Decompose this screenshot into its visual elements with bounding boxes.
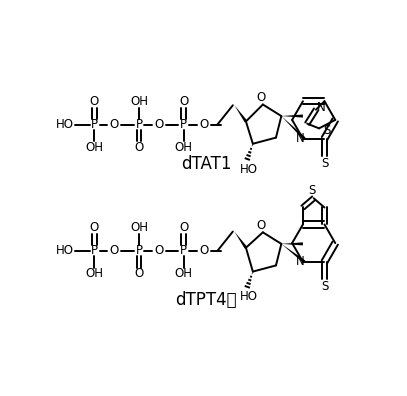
Text: OH: OH [130,221,148,234]
Text: OH: OH [130,95,148,108]
Text: O: O [109,118,119,131]
Polygon shape [281,244,305,263]
Text: HO: HO [240,291,258,303]
Text: OH: OH [175,141,193,154]
Text: P: P [91,118,98,131]
Text: O: O [134,141,144,154]
Text: O: O [199,244,208,257]
Text: S: S [309,184,316,197]
Text: S: S [321,157,328,170]
Text: dTPT4。: dTPT4。 [175,291,237,309]
Polygon shape [234,232,247,249]
Text: O: O [154,118,164,131]
Text: S: S [323,124,330,137]
Text: O: O [257,219,266,232]
Text: O: O [90,221,99,234]
Polygon shape [234,105,247,122]
Text: O: O [154,244,164,257]
Polygon shape [281,116,306,140]
Text: N: N [317,101,326,114]
Text: HO: HO [55,118,73,131]
Text: O: O [257,91,266,104]
Text: OH: OH [85,141,103,154]
Text: P: P [180,244,187,257]
Text: OH: OH [85,267,103,280]
Text: P: P [180,118,187,131]
Text: S: S [321,280,328,293]
Text: dTAT1: dTAT1 [181,155,231,173]
Text: P: P [91,244,98,257]
Text: P: P [136,244,142,257]
Text: O: O [179,95,188,108]
Polygon shape [281,114,303,118]
Text: HO: HO [55,244,73,257]
Polygon shape [281,242,303,246]
Text: N: N [295,255,304,268]
Text: P: P [136,118,142,131]
Text: O: O [134,267,144,280]
Text: O: O [109,244,119,257]
Text: OH: OH [175,267,193,280]
Text: O: O [179,221,188,234]
Text: HO: HO [240,163,258,176]
Text: O: O [199,118,208,131]
Text: O: O [90,95,99,108]
Text: N: N [295,132,304,145]
